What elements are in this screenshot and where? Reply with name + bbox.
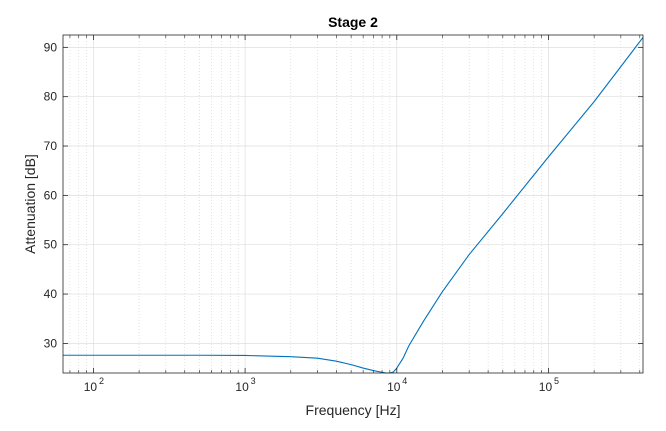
x-tick-label: 10 xyxy=(539,380,553,394)
attenuation-series-line xyxy=(63,37,644,374)
x-axis-label: Frequency [Hz] xyxy=(306,402,401,418)
plot-area xyxy=(63,35,643,373)
y-tick-labels: 30 40 50 60 70 80 90 xyxy=(44,40,58,350)
x-tick-label-exponent: 3 xyxy=(251,376,256,386)
y-tick-label: 80 xyxy=(44,90,58,104)
y-axis-label: Attenuation [dB] xyxy=(22,154,38,254)
x-tick-label-exponent: 4 xyxy=(402,376,407,386)
x-tick-label: 10 xyxy=(235,380,249,394)
y-tick-label: 60 xyxy=(44,188,58,202)
y-tick-label: 50 xyxy=(44,238,58,252)
major-grid xyxy=(63,35,643,373)
y-tick-label: 90 xyxy=(44,40,58,54)
x-tick-label: 10 xyxy=(387,380,401,394)
plot-frame xyxy=(62,34,644,374)
x-tick-label: 10 xyxy=(84,380,98,394)
x-tick-label-exponent: 2 xyxy=(99,376,104,386)
x-tick-label-exponent: 5 xyxy=(554,376,559,386)
tick-marks xyxy=(63,35,643,373)
minor-grid xyxy=(69,35,641,373)
y-tick-label: 30 xyxy=(44,336,58,350)
chart-title: Stage 2 xyxy=(328,14,378,30)
y-tick-label: 70 xyxy=(44,139,58,153)
x-tick-labels: 10 2 10 3 10 4 10 5 xyxy=(84,376,559,394)
y-tick-label: 40 xyxy=(44,287,58,301)
